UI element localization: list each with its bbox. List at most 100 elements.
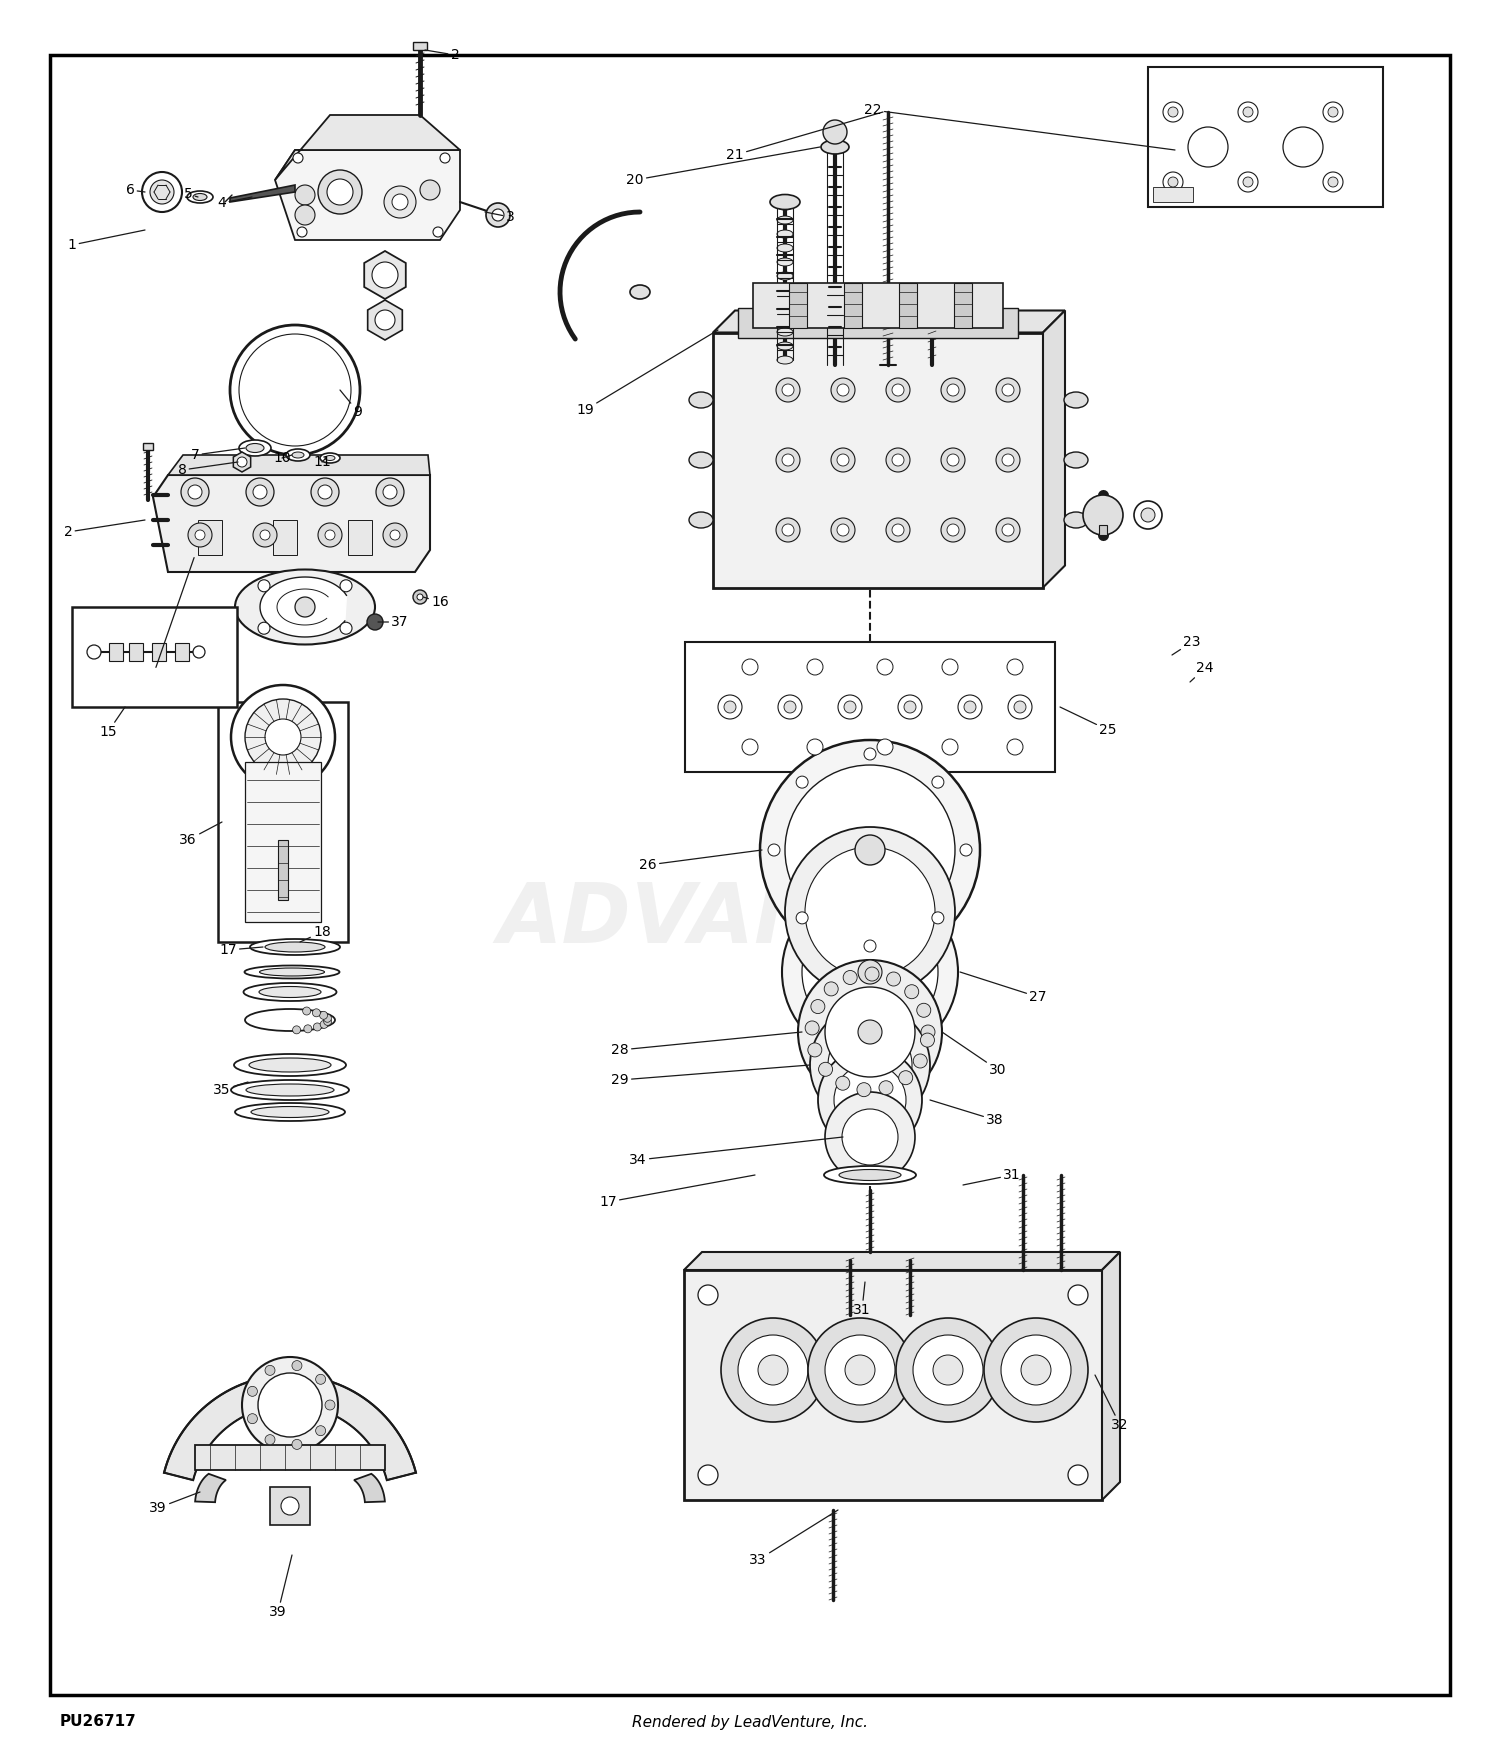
Circle shape	[420, 180, 440, 200]
Ellipse shape	[1064, 392, 1088, 408]
Circle shape	[796, 775, 808, 788]
Circle shape	[996, 378, 1020, 402]
Circle shape	[782, 453, 794, 466]
Bar	[413, 42, 428, 51]
Circle shape	[1022, 1354, 1052, 1384]
Circle shape	[258, 623, 270, 634]
Circle shape	[782, 523, 794, 536]
Circle shape	[896, 1318, 1001, 1423]
Circle shape	[318, 170, 362, 214]
Text: ADVANCE: ADVANCE	[498, 880, 942, 961]
Circle shape	[266, 1365, 274, 1376]
Circle shape	[292, 152, 303, 163]
Ellipse shape	[777, 243, 794, 252]
Text: 31: 31	[963, 1167, 1022, 1185]
Text: 28: 28	[610, 1032, 803, 1057]
Circle shape	[292, 1440, 302, 1449]
Circle shape	[932, 775, 944, 788]
Circle shape	[1068, 1284, 1088, 1306]
Circle shape	[1188, 128, 1228, 166]
Circle shape	[326, 530, 334, 541]
Polygon shape	[354, 1474, 386, 1502]
Circle shape	[886, 971, 900, 985]
Circle shape	[802, 905, 938, 1040]
Ellipse shape	[821, 140, 849, 154]
Circle shape	[824, 121, 848, 144]
Text: 37: 37	[378, 614, 408, 628]
Circle shape	[392, 194, 408, 210]
Bar	[753, 282, 1004, 327]
Circle shape	[718, 695, 742, 719]
Circle shape	[760, 740, 980, 961]
Ellipse shape	[688, 513, 712, 528]
Ellipse shape	[824, 1166, 916, 1185]
Circle shape	[776, 378, 800, 402]
Circle shape	[315, 1426, 326, 1435]
Ellipse shape	[688, 392, 712, 408]
Ellipse shape	[777, 327, 794, 336]
Text: 6: 6	[126, 184, 146, 198]
Circle shape	[314, 1024, 321, 1031]
Ellipse shape	[260, 968, 324, 977]
Bar	[278, 840, 288, 900]
Circle shape	[806, 1020, 819, 1034]
Circle shape	[865, 968, 879, 982]
Circle shape	[921, 1026, 934, 1040]
Bar	[954, 282, 972, 327]
Circle shape	[340, 579, 352, 592]
Circle shape	[825, 987, 915, 1076]
Circle shape	[946, 523, 958, 536]
Circle shape	[839, 695, 862, 719]
Polygon shape	[368, 299, 402, 340]
Polygon shape	[153, 474, 430, 572]
Ellipse shape	[246, 443, 264, 453]
Bar	[195, 1446, 386, 1470]
Circle shape	[964, 702, 976, 712]
Bar	[789, 282, 807, 327]
Ellipse shape	[286, 450, 310, 460]
Circle shape	[996, 518, 1020, 542]
Bar	[72, 607, 237, 707]
Circle shape	[738, 1335, 808, 1405]
Circle shape	[878, 738, 892, 754]
Circle shape	[776, 518, 800, 542]
Polygon shape	[364, 250, 407, 299]
Circle shape	[960, 844, 972, 856]
Text: 3: 3	[484, 210, 514, 224]
Circle shape	[844, 702, 856, 712]
Circle shape	[784, 828, 956, 998]
Text: 30: 30	[942, 1032, 1006, 1076]
Text: 39: 39	[148, 1493, 200, 1516]
Circle shape	[254, 485, 267, 499]
Circle shape	[382, 523, 406, 548]
Circle shape	[195, 530, 206, 541]
Polygon shape	[234, 452, 250, 472]
Ellipse shape	[777, 285, 794, 294]
Bar	[1148, 66, 1383, 206]
Ellipse shape	[266, 942, 326, 952]
Ellipse shape	[244, 966, 339, 978]
Circle shape	[258, 1374, 322, 1437]
Ellipse shape	[249, 1059, 332, 1073]
Text: 21: 21	[726, 112, 884, 163]
Circle shape	[310, 478, 339, 506]
Text: 24: 24	[1190, 662, 1214, 682]
Circle shape	[194, 646, 206, 658]
Circle shape	[266, 1435, 274, 1446]
Circle shape	[940, 448, 964, 472]
Circle shape	[932, 912, 944, 924]
Text: 5: 5	[183, 187, 198, 201]
Text: ADVANCE: ADVANCE	[498, 880, 942, 961]
Circle shape	[879, 1082, 892, 1096]
Bar	[142, 443, 153, 450]
Text: 18: 18	[300, 926, 332, 942]
Circle shape	[892, 383, 904, 396]
Circle shape	[819, 1062, 833, 1076]
Circle shape	[942, 738, 958, 754]
Polygon shape	[712, 332, 1042, 588]
Circle shape	[318, 485, 332, 499]
Circle shape	[858, 1020, 882, 1045]
Circle shape	[304, 1026, 312, 1032]
Circle shape	[492, 208, 504, 220]
Circle shape	[782, 383, 794, 396]
